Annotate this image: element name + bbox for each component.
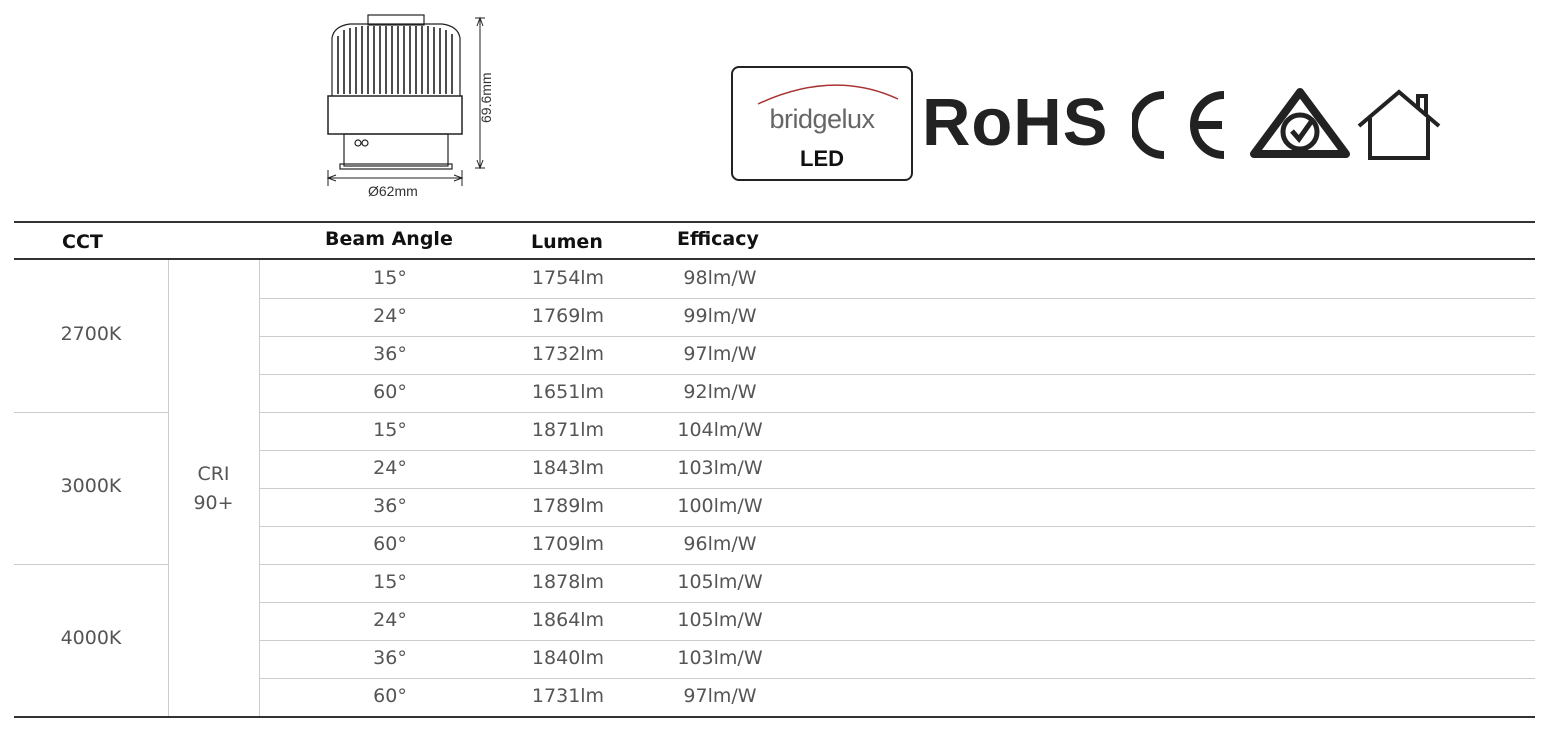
- efficacy-cell: 103lm/W: [677, 647, 763, 669]
- ce-mark-icon: [1132, 91, 1225, 159]
- beam-angle-cell: 24°: [373, 457, 407, 479]
- lumen-cell: 1789lm: [531, 495, 605, 517]
- efficacy-cell: 100lm/W: [677, 495, 763, 517]
- table-row: 60° 1709lm 96lm/W: [0, 526, 1557, 564]
- table-header-rule: [14, 258, 1535, 260]
- header-cct: CCT: [62, 231, 103, 253]
- row-divider: [259, 450, 1535, 451]
- table-row: 60° 1731lm 97lm/W: [0, 678, 1557, 716]
- beam-angle-cell: 60°: [373, 533, 407, 555]
- rohs-mark: RoHS: [922, 85, 1109, 160]
- cct-cell: 4000K: [60, 627, 122, 649]
- cri-label: CRI: [197, 463, 230, 485]
- beam-angle-cell: 36°: [373, 343, 407, 365]
- led-label: LED: [800, 146, 844, 171]
- lumen-cell: 1732lm: [531, 343, 605, 365]
- row-divider: [259, 564, 1535, 565]
- efficacy-cell: 105lm/W: [677, 571, 763, 593]
- efficacy-cell: 99lm/W: [683, 305, 757, 327]
- diameter-dimension-label: Ø62mm: [368, 183, 418, 199]
- house-indoor-icon: [1357, 89, 1441, 160]
- row-divider: [259, 488, 1535, 489]
- beam-angle-cell: 36°: [373, 647, 407, 669]
- row-divider: [259, 374, 1535, 375]
- lumen-cell: 1651lm: [531, 381, 605, 403]
- height-dimension-label: 69.6mm: [478, 72, 494, 123]
- table-row: 60° 1651lm 92lm/W: [0, 374, 1557, 412]
- lumen-cell: 1843lm: [531, 457, 605, 479]
- row-divider: [259, 526, 1535, 527]
- table-row: 36° 1840lm 103lm/W: [0, 640, 1557, 678]
- efficacy-cell: 92lm/W: [683, 381, 757, 403]
- lumen-cell: 1864lm: [531, 609, 605, 631]
- beam-angle-cell: 60°: [373, 685, 407, 707]
- beam-angle-cell: 60°: [373, 381, 407, 403]
- efficacy-cell: 103lm/W: [677, 457, 763, 479]
- beam-angle-cell: 24°: [373, 305, 407, 327]
- cri-cell: CRI 90+: [168, 460, 259, 518]
- efficacy-cell: 97lm/W: [683, 685, 757, 707]
- table-row: 36° 1789lm 100lm/W: [0, 488, 1557, 526]
- efficacy-cell: 96lm/W: [683, 533, 757, 555]
- beam-angle-cell: 15°: [373, 419, 407, 441]
- lumen-cell: 1731lm: [531, 685, 605, 707]
- row-divider: [259, 602, 1535, 603]
- header-beam-angle: Beam Angle: [325, 228, 453, 250]
- cct-cell: 3000K: [60, 475, 122, 497]
- group-divider: [14, 564, 168, 565]
- table-row: 15° 1878lm 105lm/W: [0, 564, 1557, 602]
- bridgelux-led-logo: bridgelux LED: [731, 66, 913, 181]
- beam-angle-cell: 15°: [373, 267, 407, 289]
- header-lumen: Lumen: [531, 231, 603, 253]
- lumen-cell: 1769lm: [531, 305, 605, 327]
- efficacy-cell: 98lm/W: [683, 267, 757, 289]
- row-divider: [259, 640, 1535, 641]
- downlight-module-icon: [326, 14, 485, 186]
- efficacy-cell: 105lm/W: [677, 609, 763, 631]
- lumen-cell: 1871lm: [531, 419, 605, 441]
- row-divider: [259, 412, 1535, 413]
- beam-angle-cell: 24°: [373, 609, 407, 631]
- header-efficacy: Efficacy: [677, 228, 759, 250]
- lumen-cell: 1878lm: [531, 571, 605, 593]
- row-divider: [259, 678, 1535, 679]
- bridgelux-wordmark: bridgelux: [769, 104, 875, 134]
- rcm-mark-icon: [1250, 88, 1350, 158]
- table-row: 15° 1754lm 98lm/W: [0, 260, 1557, 298]
- cri-value: 90+: [193, 492, 234, 514]
- row-divider: [259, 336, 1535, 337]
- table-row: 36° 1732lm 97lm/W: [0, 336, 1557, 374]
- product-dimension-drawing: 69.6mm Ø62mm: [320, 8, 500, 203]
- table-bottom-rule: [14, 716, 1535, 718]
- table-row: 24° 1843lm 103lm/W: [0, 450, 1557, 488]
- table-row: 15° 1871lm 104lm/W: [0, 412, 1557, 450]
- beam-angle-cell: 36°: [373, 495, 407, 517]
- lumen-cell: 1709lm: [531, 533, 605, 555]
- logo-swoosh-icon: [757, 84, 899, 105]
- lumen-cell: 1754lm: [531, 267, 605, 289]
- table-row: 24° 1769lm 99lm/W: [0, 298, 1557, 336]
- efficacy-cell: 97lm/W: [683, 343, 757, 365]
- row-divider: [259, 298, 1535, 299]
- cct-cell: 2700K: [60, 323, 122, 345]
- beam-angle-cell: 15°: [373, 571, 407, 593]
- column-divider: [168, 260, 169, 716]
- lumen-cell: 1840lm: [531, 647, 605, 669]
- table-row: 24° 1864lm 105lm/W: [0, 602, 1557, 640]
- efficacy-cell: 104lm/W: [677, 419, 763, 441]
- table-top-rule: [14, 221, 1535, 223]
- group-divider: [14, 412, 168, 413]
